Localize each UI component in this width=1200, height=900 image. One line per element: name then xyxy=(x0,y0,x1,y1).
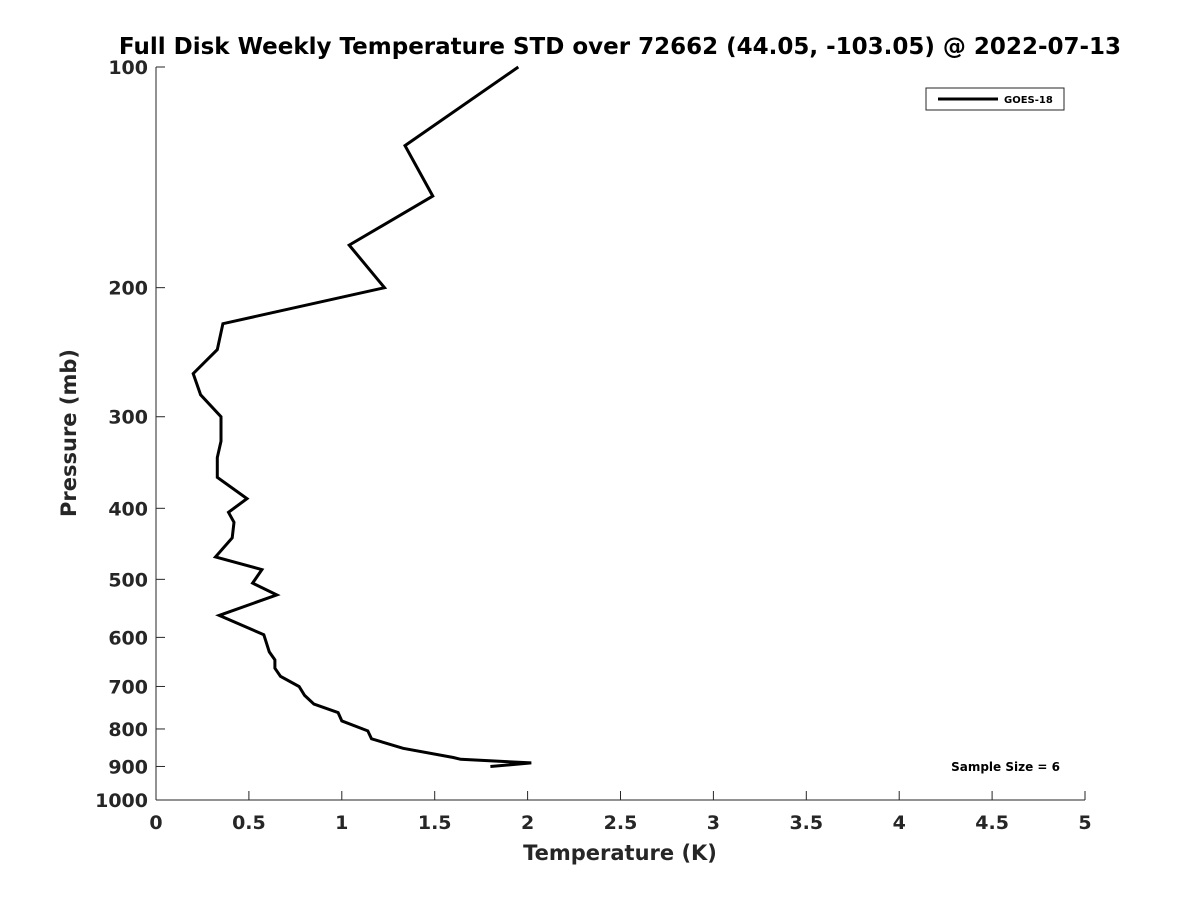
x-tick-label: 3.5 xyxy=(789,812,823,834)
y-tick-label: 900 xyxy=(108,756,148,778)
x-ticks: 0 0.5 1 1.5 2 2.5 3 3.5 4 4.5 5 xyxy=(149,791,1092,834)
x-tick-label: 0 xyxy=(149,812,162,834)
y-tick-label: 700 xyxy=(108,676,148,698)
x-axis-label: Temperature (K) xyxy=(523,841,717,865)
x-tick-label: 2 xyxy=(521,812,534,834)
x-tick-label: 1 xyxy=(335,812,348,834)
x-tick-label: 0.5 xyxy=(232,812,266,834)
series-layer xyxy=(191,65,532,768)
y-tick-label: 500 xyxy=(108,569,148,591)
y-tick-label: 600 xyxy=(108,627,148,649)
x-tick-label: 5 xyxy=(1078,812,1091,834)
x-tick-label: 2.5 xyxy=(604,812,638,834)
x-tick-label: 1.5 xyxy=(418,812,452,834)
x-tick-label: 4 xyxy=(893,812,906,834)
y-tick-label: 1000 xyxy=(95,790,148,812)
y-tick-label: 800 xyxy=(108,719,148,741)
series-line-goes-18 xyxy=(191,65,532,768)
y-ticks: 100 200 300 400 500 600 700 800 900 1000 xyxy=(95,57,165,812)
y-tick-label: 200 xyxy=(108,278,148,300)
x-tick-label: 3 xyxy=(707,812,720,834)
y-tick-label: 300 xyxy=(108,407,148,429)
y-tick-label: 400 xyxy=(108,498,148,520)
y-axis-label: Pressure (mb) xyxy=(57,349,81,517)
x-tick-label: 4.5 xyxy=(975,812,1009,834)
y-tick-label: 100 xyxy=(108,57,148,79)
chart-title: Full Disk Weekly Temperature STD over 72… xyxy=(119,34,1121,60)
legend-label: GOES-18 xyxy=(1004,95,1053,106)
sample-size-annotation: Sample Size = 6 xyxy=(951,760,1060,774)
legend: GOES-18 xyxy=(925,87,1065,111)
